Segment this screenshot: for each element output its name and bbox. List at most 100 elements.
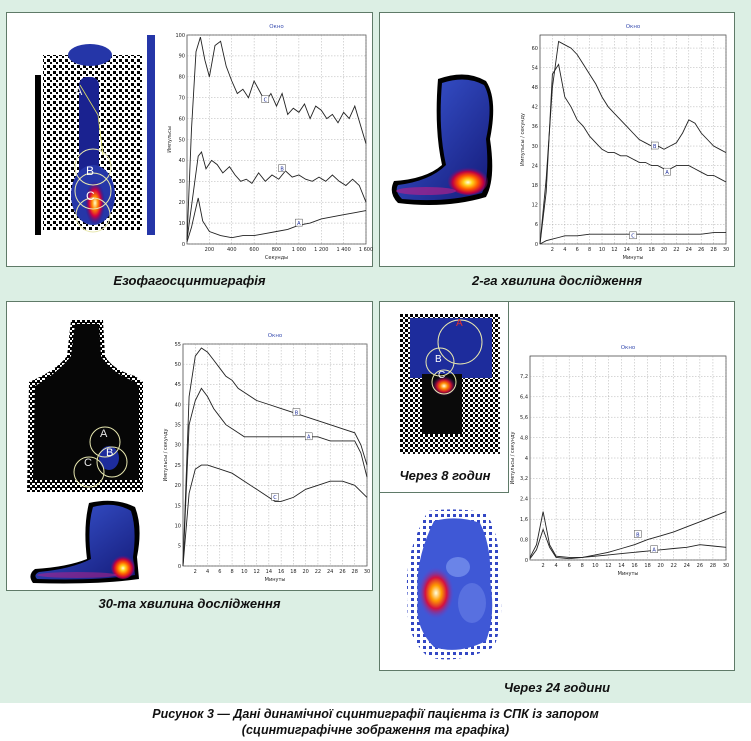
scintigram-esophagus: A B C (35, 35, 155, 235)
x-tick-label: 18 (290, 569, 296, 575)
x-tick-label: 6 (568, 563, 571, 569)
y-axis-label: Импульсы / секунду (163, 428, 169, 481)
caption-hour-8: Через 8 годин (399, 468, 491, 483)
series-label-box (650, 545, 658, 554)
series-line-c (182, 464, 368, 567)
x-tick-label: 4 (563, 247, 566, 253)
y-tick-label: 4,8 (520, 435, 528, 441)
x-tick-label: 26 (698, 247, 704, 253)
x-tick-label: 28 (352, 569, 358, 575)
series-label-box (292, 408, 301, 416)
x-tick-label: 14 (266, 569, 272, 575)
y-tick-label: 25 (175, 463, 181, 469)
y-axis-label: Импульсы / секунду (520, 113, 526, 166)
x-tick-label: 26 (339, 569, 345, 575)
plot-area (182, 343, 368, 567)
y-tick-label: 48 (532, 85, 538, 91)
roi-label-c: C (86, 189, 95, 203)
y-tick-label: 1,6 (520, 517, 528, 523)
x-tick-label: 1 400 (336, 247, 350, 253)
chart-title: Окно (621, 345, 636, 351)
figure-caption-line-1: Рисунок 3 — Дані динамічної сцинтиграфії… (152, 707, 599, 721)
scintigram-stomach-30min (30, 500, 140, 584)
x-tick-label: 20 (657, 563, 663, 569)
series-label-box (629, 231, 637, 240)
y-tick-label: 0 (178, 564, 181, 570)
y-tick-label: 20 (175, 483, 181, 489)
figure-caption: Рисунок 3 — Дані динамічної сцинтиграфії… (0, 706, 751, 738)
series-label-b: B (636, 532, 640, 538)
y-tick-label: 6 (535, 222, 538, 228)
y-tick-label: 24 (532, 163, 538, 169)
x-tick-label: 18 (644, 563, 650, 569)
y-tick-label: 10 (179, 221, 185, 227)
series-label-box (278, 164, 286, 172)
x-tick-label: 16 (631, 563, 637, 569)
series-label-a: A (297, 221, 301, 227)
y-tick-label: 3,2 (520, 476, 528, 482)
y-tick-label: 60 (179, 116, 185, 122)
x-tick-label: 22 (673, 247, 679, 253)
roi-label-b: B (435, 354, 442, 365)
x-tick-label: 12 (605, 563, 611, 569)
x-tick-label: 800 (272, 247, 282, 253)
panel-esophagoscintigraphy: A B C Окно 200 400 600 800 1 000 1 200 1 400 1 6… (6, 12, 373, 267)
chart-title: Окно (626, 24, 641, 30)
x-tick-label: 28 (710, 247, 716, 253)
panel-hour-8: A B C Через 8 годин (379, 301, 509, 493)
y-tick-label: 40 (175, 402, 181, 408)
figure-caption-line-2: (сцинтиграфічне зображення та графіка) (241, 723, 510, 737)
x-tick-label: 16 (636, 247, 642, 253)
series-line-c (186, 36, 367, 240)
roi-label-c: C (84, 457, 92, 469)
panel-minute-30: A B C Окно 2 4 6 8 10 12 14 16 18 20 22 24 26 28 30 0 5 10… (6, 301, 373, 591)
x-tick-label: 4 (555, 563, 558, 569)
chart-title: Окно (269, 24, 284, 30)
x-tick-label: 30 (364, 569, 370, 575)
series-label-b: B (295, 410, 299, 416)
x-tick-label: 26 (697, 563, 703, 569)
series-label-box (650, 141, 659, 150)
x-tick-label: 6 (576, 247, 579, 253)
series-label-box (261, 95, 270, 103)
y-tick-label: 30 (532, 144, 538, 150)
y-tick-label: 0,8 (520, 537, 528, 543)
series-label-c: C (273, 495, 277, 501)
figure-background: A B C Окно 200 400 600 800 1 000 1 200 1 400 1 6… (0, 0, 751, 703)
y-tick-label: 42 (532, 105, 538, 111)
x-tick-label: 2 (194, 569, 197, 575)
series-line-b (186, 151, 367, 240)
x-tick-label: 200 (205, 247, 215, 253)
y-tick-label: 45 (175, 382, 181, 388)
x-tick-label: 8 (588, 247, 591, 253)
y-tick-label: 80 (179, 75, 185, 81)
series-label-box (271, 493, 279, 501)
y-tick-label: 5,6 (520, 415, 528, 421)
series-label-c: C (631, 234, 635, 240)
x-tick-label: 10 (599, 247, 605, 253)
y-tick-label: 55 (175, 342, 181, 348)
x-tick-label: 8 (581, 563, 584, 569)
x-tick-label: 12 (253, 569, 259, 575)
y-tick-label: 0 (182, 242, 185, 248)
y-tick-label: 0 (535, 242, 538, 248)
roi-label-a: A (100, 428, 108, 440)
x-tick-label: 6 (218, 569, 221, 575)
panel-minute-2: Окно 2 4 6 8 10 12 14 16 18 20 22 24 26 28 30 0 6 12 18 24 30… (379, 12, 735, 267)
y-axis-label: Импульсы (167, 126, 173, 153)
roi-label-c: C (438, 370, 445, 381)
series-label-b: B (280, 167, 284, 173)
series-line-a (539, 63, 727, 245)
x-tick-label: 24 (684, 563, 690, 569)
x-tick-label: 18 (648, 247, 654, 253)
y-tick-label: 20 (179, 200, 185, 206)
x-axis-label: Секунды (265, 255, 288, 261)
series-label-c: C (264, 98, 268, 104)
y-tick-label: 5 (178, 544, 181, 550)
y-tick-label: 35 (175, 423, 181, 429)
y-tick-label: 6,4 (520, 395, 528, 401)
x-tick-label: 1 600 (359, 247, 373, 253)
x-tick-label: 2 (551, 247, 554, 253)
y-tick-label: 36 (532, 124, 538, 130)
